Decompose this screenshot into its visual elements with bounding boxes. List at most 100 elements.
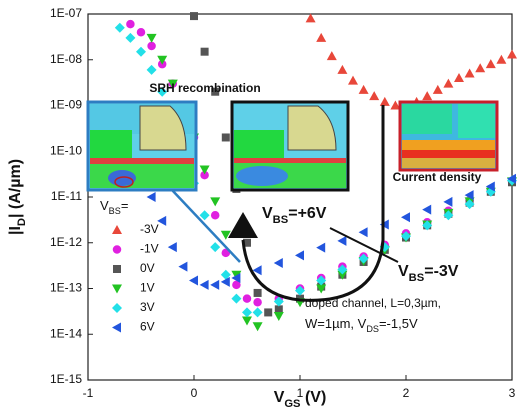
y-tick-label: 1E-07 — [50, 6, 82, 20]
data-point — [369, 91, 380, 101]
data-point — [136, 27, 146, 37]
annotation: Current density — [393, 170, 482, 184]
data-point — [496, 54, 507, 64]
text-part: (V) — [301, 389, 327, 406]
legend-marker — [112, 303, 122, 313]
data-point — [252, 307, 263, 318]
legend-label: 6V — [140, 320, 155, 334]
data-point — [432, 84, 443, 94]
data-point — [231, 272, 241, 283]
data-point — [136, 46, 146, 57]
data-point — [337, 64, 348, 74]
legend-label: 0V — [140, 261, 155, 275]
data-point — [199, 210, 210, 221]
y-tick-label: 1E-10 — [50, 143, 82, 157]
y-tick-label: 1E-09 — [50, 98, 82, 112]
data-point — [253, 288, 262, 297]
legend-label: 3V — [140, 300, 155, 314]
data-point — [316, 32, 327, 42]
text-part: BS — [273, 214, 289, 226]
data-point — [337, 264, 348, 275]
data-point — [475, 63, 486, 73]
data-point — [157, 55, 168, 65]
data-point — [200, 47, 209, 56]
legend-title: VBS= — [100, 198, 128, 216]
data-point — [264, 308, 273, 317]
data-point — [221, 133, 230, 142]
data-point — [157, 86, 168, 97]
text-part: =+6V — [288, 205, 327, 222]
x-tick-label: 1 — [297, 386, 304, 400]
data-point — [443, 196, 453, 207]
legend-marker — [113, 265, 121, 273]
data-point — [146, 192, 156, 202]
inset-region — [287, 105, 337, 151]
legend-label: -3V — [140, 222, 159, 236]
text-part: | (A/µm) — [7, 159, 24, 218]
data-point — [199, 279, 209, 290]
text-part: BS — [109, 206, 121, 216]
annotation: doped channel, L=0,3µm, — [305, 296, 441, 310]
y-axis-label: |ID| (A/µm) — [7, 159, 28, 235]
simulation-insets — [86, 100, 499, 302]
data-point — [274, 305, 283, 314]
data-point — [242, 294, 252, 303]
text-part: BS — [409, 272, 425, 284]
data-point — [220, 230, 231, 240]
data-point — [316, 242, 326, 253]
inset-region — [458, 104, 495, 138]
y-tick-label: 1E-15 — [50, 372, 82, 386]
data-point — [422, 91, 433, 101]
data-point — [232, 280, 241, 290]
data-point — [167, 242, 177, 253]
inset-region — [236, 166, 288, 186]
data-point — [348, 75, 358, 85]
text-part: V — [100, 198, 109, 213]
data-point — [189, 275, 198, 286]
data-point — [295, 285, 305, 296]
inset-region — [139, 105, 187, 151]
annotation: VBS=+6V — [262, 205, 327, 226]
legend-label: 1V — [140, 281, 155, 295]
data-point — [454, 72, 464, 82]
data-point — [485, 181, 495, 192]
text-part: =-1,5V — [379, 316, 418, 331]
data-point — [273, 296, 284, 307]
data-point — [200, 170, 209, 180]
data-point — [316, 284, 327, 294]
data-point — [157, 215, 167, 226]
text-part: GS — [284, 398, 301, 410]
data-point — [358, 253, 369, 264]
data-point — [147, 41, 156, 51]
y-tick-label: 1E-14 — [50, 326, 82, 340]
y-tick-label: 1E-12 — [50, 235, 82, 249]
data-point — [199, 165, 210, 175]
data-point — [295, 250, 304, 261]
data-point — [210, 242, 221, 253]
data-point — [316, 275, 327, 286]
data-point — [146, 64, 157, 75]
inset-region — [234, 130, 284, 158]
text-part: V — [398, 263, 409, 280]
data-point — [220, 276, 230, 287]
arrow-head — [228, 212, 258, 238]
data-point — [211, 87, 220, 96]
inset-region — [234, 158, 346, 163]
text-part: V — [262, 205, 273, 222]
y-tick-label: 1E-08 — [50, 52, 82, 66]
inset-region — [90, 164, 194, 188]
data-point — [146, 33, 157, 43]
data-point — [464, 199, 475, 210]
data-point — [305, 13, 316, 23]
inset-region — [402, 140, 495, 150]
inset-region — [402, 158, 495, 168]
x-tick-label: 3 — [509, 386, 516, 400]
data-point — [443, 210, 454, 221]
data-point — [273, 312, 284, 322]
data-point — [358, 84, 369, 94]
text-part: = — [121, 198, 129, 213]
data-point — [401, 231, 411, 242]
data-point — [242, 316, 252, 326]
inset-region — [402, 104, 452, 134]
